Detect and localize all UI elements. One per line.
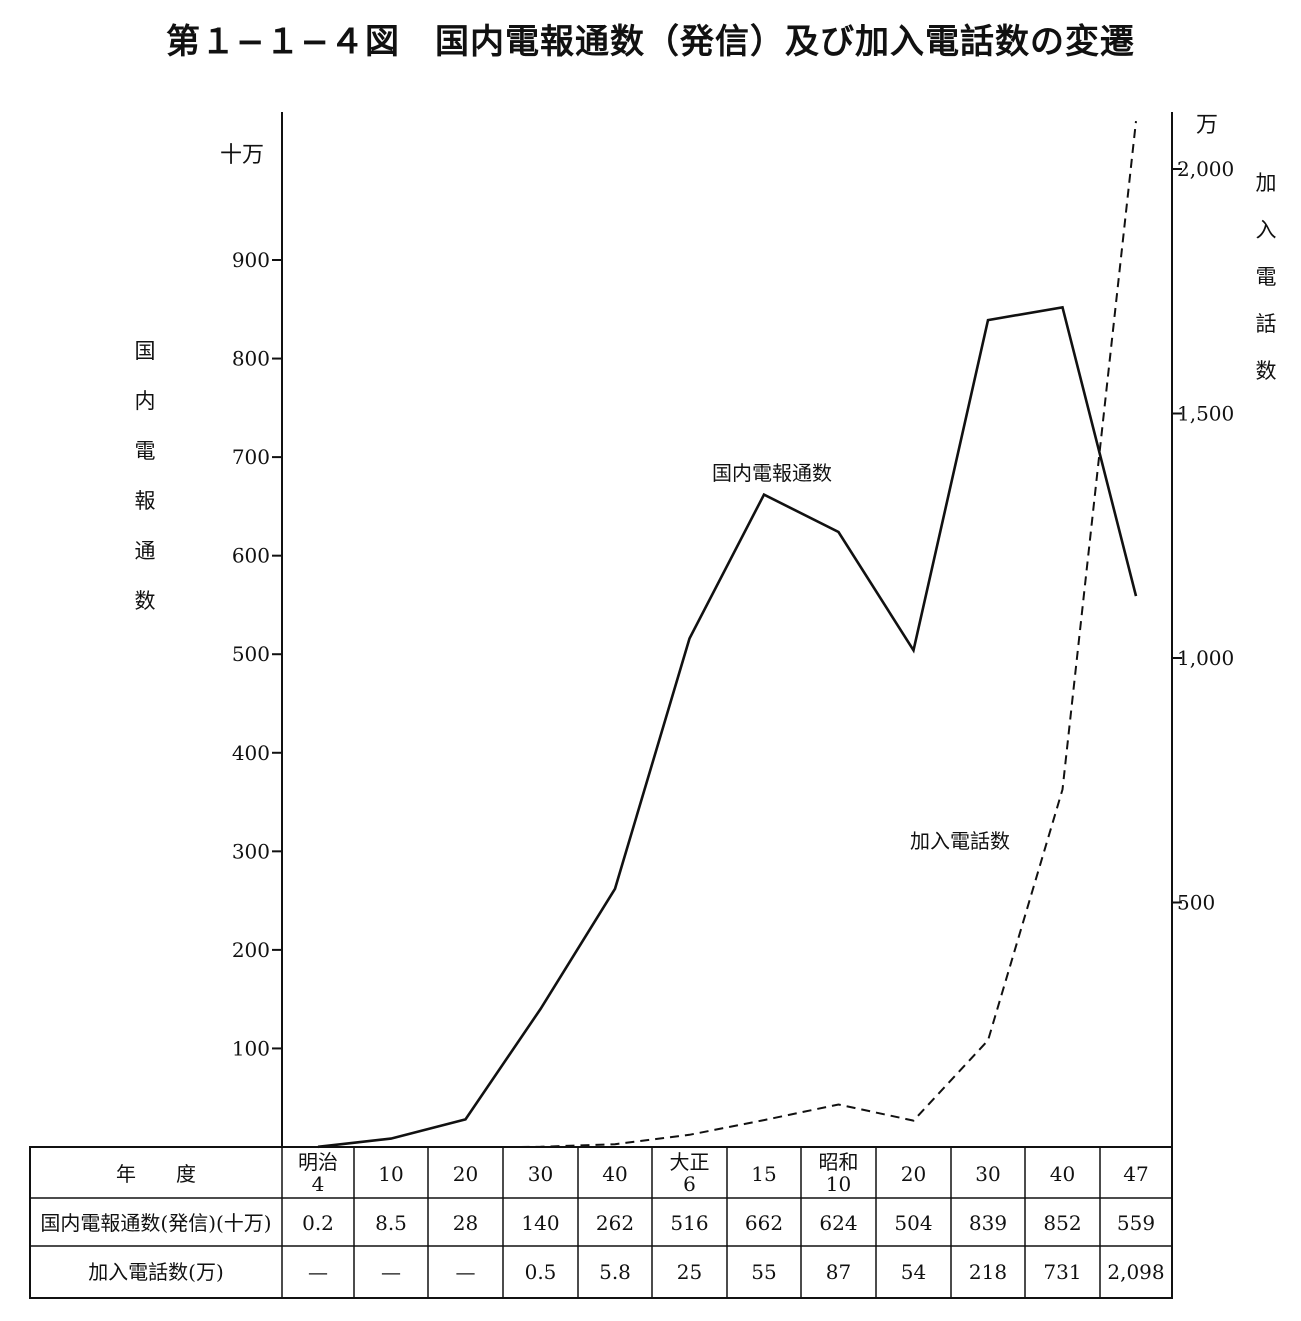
table-cell-year: 40	[602, 1162, 627, 1186]
right-axis-label-char: 電	[1256, 265, 1277, 289]
table-cell-telephones: 0.5	[525, 1260, 557, 1284]
left-axis-label-char: 電	[135, 439, 156, 463]
left-axis-label-char: 報	[135, 489, 156, 513]
table-cell-telephones: 218	[969, 1260, 1007, 1284]
series-line-telephones	[520, 120, 1137, 1148]
table-cell-telephones: 731	[1043, 1260, 1081, 1284]
right-tick-label: 1,500	[1177, 402, 1234, 426]
table-cell-telegrams: 28	[453, 1211, 478, 1235]
table-cell-year: 20	[901, 1162, 926, 1186]
right-tick-label: 500	[1177, 891, 1215, 915]
right-axis-label-char: 加	[1256, 171, 1277, 195]
table-cell-telegrams: 662	[745, 1211, 783, 1235]
series-layer	[317, 120, 1138, 1149]
right-axis-label-char: 入	[1256, 218, 1277, 242]
table-cell-telephones: —	[456, 1260, 476, 1284]
table-cell-year: 30	[975, 1162, 1000, 1186]
series-line-telegrams	[317, 305, 1138, 1149]
left-tick-label: 300	[232, 839, 270, 863]
right-axis-ticks: 500 1,000 1,500 2,000	[1172, 157, 1234, 915]
right-tick-label: 1,000	[1177, 646, 1234, 670]
table-cell-telegrams: 516	[670, 1211, 708, 1235]
left-axis-label-char: 内	[135, 389, 156, 413]
table-cell-year: 大正	[670, 1150, 710, 1174]
left-tick-label: 400	[232, 741, 270, 765]
table-header-year: 年 度	[116, 1162, 196, 1186]
table-cell-telegrams: 8.5	[375, 1211, 407, 1235]
table-cell-telegrams: 262	[596, 1211, 634, 1235]
table-cell-telephones: 2,098	[1107, 1260, 1164, 1284]
table-cell-year: 20	[453, 1162, 478, 1186]
table-cell-telephones: 54	[901, 1260, 926, 1284]
page-title: 第１−１−４図 国内電報通数（発信）及び加入電話数の変遷	[166, 22, 1135, 62]
table-cell-telephones: 25	[677, 1260, 702, 1284]
left-axis-unit: 十万	[220, 143, 264, 168]
left-axis-label-char: 通	[135, 539, 156, 563]
right-axis-label: 加入電話数	[1256, 171, 1277, 383]
table-cell-telegrams: 140	[521, 1211, 559, 1235]
right-axis-label-char: 数	[1256, 359, 1277, 383]
right-axis-label-char: 話	[1256, 312, 1277, 336]
table-cell-year: 昭和	[819, 1150, 859, 1174]
table-cell-telegrams: 624	[819, 1211, 857, 1235]
table-cell-telephones: 55	[751, 1260, 776, 1284]
table-cell-telegrams: 504	[894, 1211, 932, 1235]
right-tick-label: 2,000	[1177, 157, 1234, 181]
table-cell-year: 10	[826, 1172, 851, 1196]
left-tick-label: 700	[232, 445, 270, 469]
table-frame	[29, 1146, 1173, 1299]
left-tick-label: 500	[232, 642, 270, 666]
left-axis-label-char: 国	[135, 339, 156, 363]
table-cell-year: 15	[751, 1162, 776, 1186]
left-tick-label: 100	[232, 1036, 270, 1060]
left-axis-label-char: 数	[135, 589, 156, 613]
table-cell-year: 10	[378, 1162, 403, 1186]
table-cell-year: 4	[312, 1172, 325, 1196]
table-cell-year: 47	[1123, 1162, 1148, 1186]
table-cell-telegrams: 559	[1117, 1211, 1155, 1235]
table-cell-year: 明治	[298, 1150, 338, 1174]
series-label-telegrams: 国内電報通数	[712, 461, 832, 485]
left-tick-label: 800	[232, 347, 270, 371]
table-cell-year: 30	[528, 1162, 553, 1186]
left-tick-label: 600	[232, 544, 270, 568]
table-cell-telephones: —	[381, 1260, 401, 1284]
table-cell-year: 6	[683, 1172, 696, 1196]
left-axis-ticks: 100 200 300 400 500 600 700 800 900	[232, 248, 282, 1060]
table-cell-telegrams: 839	[969, 1211, 1007, 1235]
left-tick-label: 900	[232, 248, 270, 272]
left-axis-label: 国内電報通数	[135, 339, 156, 613]
table-cell-telephones: —	[308, 1260, 328, 1284]
series-label-telephones: 加入電話数	[910, 829, 1010, 853]
table-cell-telephones: 5.8	[599, 1260, 631, 1284]
table-cell-telephones: 87	[826, 1260, 851, 1284]
data-table: 年 度 国内電報通数(発信)(十万) 加入電話数(万) 明治4 10 20 30 40 大…	[29, 1146, 1173, 1299]
table-header-telephones: 加入電話数(万)	[88, 1260, 224, 1284]
table-header-telegrams: 国内電報通数(発信)(十万)	[40, 1211, 271, 1235]
right-axis-unit: 万	[1196, 113, 1218, 138]
table-cell-telegrams: 852	[1043, 1211, 1081, 1235]
left-tick-label: 200	[232, 938, 270, 962]
table-cell-year: 40	[1050, 1162, 1075, 1186]
table-cell-telegrams: 0.2	[302, 1211, 334, 1235]
